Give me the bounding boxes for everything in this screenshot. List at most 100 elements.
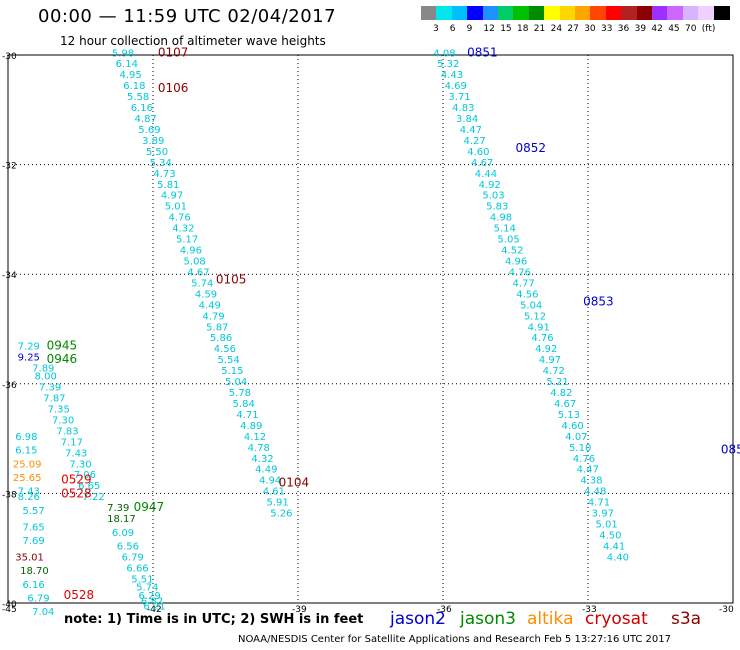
scale-swatch [544, 6, 561, 20]
swh-value: 7.65 [23, 522, 45, 533]
swh-value: 4.60 [467, 147, 489, 158]
swh-value: 7.06 [74, 470, 96, 481]
swh-value: 7.43 [18, 487, 40, 498]
scale-swatch [436, 6, 453, 20]
map-subtitle: 12 hour collection of altimeter wave hei… [60, 34, 326, 48]
swh-value: 5.13 [558, 410, 580, 421]
swh-values: 5.986.144.956.185.586.164.875.693.895.50… [13, 48, 629, 618]
swh-value: 4.49 [255, 465, 277, 476]
swh-value: 7.83 [56, 426, 78, 437]
swh-value: 7.35 [48, 404, 70, 415]
swh-value: 18.17 [107, 514, 136, 525]
swh-value: 4.82 [550, 388, 572, 399]
swh-value: 6.56 [117, 541, 139, 552]
swh-value: 4.98 [490, 213, 512, 224]
swh-value: 4.96 [505, 257, 527, 268]
swh-value: 4.32 [251, 454, 273, 465]
swh-value: 4.67 [187, 267, 209, 278]
swh-value: 4.95 [119, 70, 141, 81]
swh-value: 4.47 [460, 125, 482, 136]
swh-value: 4.91 [528, 322, 550, 333]
swh-value: 4.77 [513, 278, 535, 289]
swh-value: 4.56 [516, 289, 538, 300]
time-label: 0528 [64, 588, 95, 602]
scale-swatch [713, 6, 730, 20]
swh-value: 7.87 [43, 394, 65, 405]
scale-label: (ft) [701, 24, 716, 34]
scale-label: 45 [668, 24, 680, 34]
swh-value: 3.89 [142, 136, 164, 147]
swh-value: 7.17 [61, 437, 83, 448]
swh-value: 4.67 [471, 158, 493, 169]
time-label: 085 [721, 443, 740, 457]
time-label: 0107 [158, 45, 189, 59]
scale-swatch [467, 6, 484, 20]
time-label: 0853 [583, 295, 614, 309]
scale-label: 21 [533, 24, 546, 34]
swh-value: 4.50 [599, 531, 621, 542]
scale-label: 33 [601, 24, 613, 34]
swh-value: 7.04 [32, 607, 54, 618]
swh-value: 5.83 [486, 202, 508, 213]
swh-value: 4.97 [539, 355, 561, 366]
legend-altika: altika [527, 609, 574, 629]
swh-value: 8.00 [35, 372, 57, 383]
swh-value: 6.98 [15, 432, 37, 443]
swh-value: 7.69 [23, 536, 45, 547]
swh-value: 4.78 [248, 443, 270, 454]
swh-value: 4.87 [135, 114, 157, 125]
swh-value: 5.17 [176, 235, 198, 246]
swh-value: 4.32 [172, 224, 194, 235]
swh-value: 4.07 [565, 432, 587, 443]
swh-value: 4.94 [259, 476, 281, 487]
swh-value: 6.09 [112, 528, 134, 539]
swh-value: 6.21 [143, 602, 165, 613]
swh-value: 18.70 [20, 566, 49, 577]
credit-line: NOAA/NESDIS Center for Satellite Applica… [238, 634, 671, 645]
axis-labels: -30 -32 -34 -36 -38 -40-45 -42 -39 -36 -33 -30 [2, 52, 734, 615]
scale-swatch [621, 6, 638, 20]
legend-jason2: jason2 [390, 609, 446, 629]
swh-value: 6.66 [126, 563, 148, 574]
scale-swatch [667, 6, 684, 20]
swh-value: 4.12 [244, 432, 266, 443]
lon-label: -33 [582, 605, 597, 615]
lat-label: -36 [2, 381, 17, 391]
swh-value: 5.69 [138, 125, 160, 136]
swh-value: 3.97 [592, 509, 614, 520]
scale-swatch [575, 6, 591, 20]
swh-value: 4.73 [153, 169, 175, 180]
scale-swatch [590, 6, 607, 20]
legend-cryosat: cryosat [585, 609, 648, 629]
scale-label: 36 [617, 24, 630, 34]
swh-value: 4.40 [607, 552, 629, 563]
swh-value: 7.30 [52, 415, 74, 426]
scale-label: 42 [651, 24, 663, 34]
swh-value: 25.65 [13, 473, 42, 484]
swh-value: 4.27 [463, 136, 485, 147]
time-label: 0528 [61, 486, 92, 500]
swh-value: 5.21 [546, 377, 568, 388]
map-grid [8, 55, 733, 603]
swh-value: 6.82 [141, 596, 163, 607]
scale-label: 24 [550, 24, 563, 34]
swh-value: 4.83 [452, 103, 474, 114]
swh-value: 5.10 [569, 443, 591, 454]
swh-value: 5.74 [191, 278, 213, 289]
swh-value: 7.39 [107, 503, 129, 514]
lon-label: -39 [292, 605, 307, 615]
swh-value: 4.38 [580, 476, 602, 487]
swh-value: 4.08 [433, 48, 455, 59]
swh-value: 9.25 [18, 352, 40, 363]
lat-label: -34 [2, 271, 17, 281]
swh-value: 4.49 [199, 300, 221, 311]
swh-value: 5.86 [210, 333, 232, 344]
swh-value: 6.16 [131, 103, 153, 114]
swh-value: 6.29 [139, 591, 161, 602]
swh-value: 5.78 [229, 388, 251, 399]
swh-value: 5.01 [595, 520, 617, 531]
swh-value: 4.76 [168, 213, 190, 224]
swh-value: 5.54 [217, 355, 239, 366]
lon-label: -36 [437, 605, 452, 615]
scale-swatch [636, 6, 653, 20]
